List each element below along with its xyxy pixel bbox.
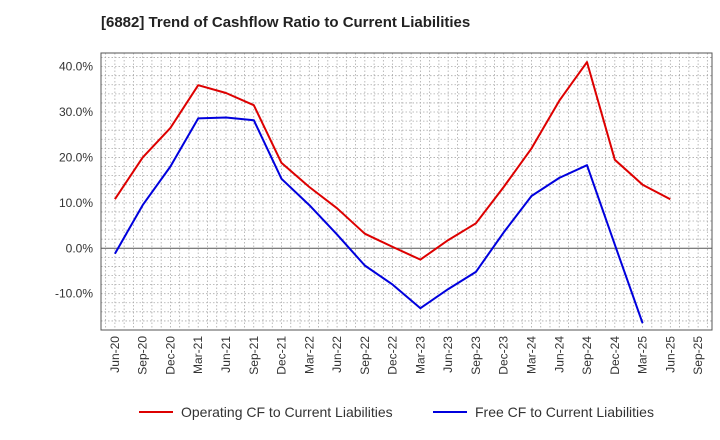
x-tick-label: Jun-23 [441,336,455,373]
series-line-operating-cf [114,61,671,261]
x-axis-tick-labels: Jun-20 Sep-20 Dec-20 Mar-21 Jun-21 Sep-21 Dec-… [108,336,705,375]
x-tick-label: Sep-21 [247,336,261,375]
x-tick-label: Dec-22 [386,336,400,375]
y-tick-label: 40.0% [59,60,93,74]
y-tick-label: 30.0% [59,105,93,119]
y-tick-label: 10.0% [59,196,93,210]
legend-label-operating-cf: Operating CF to Current Liabilities [181,404,393,420]
legend: Operating CF to Current Liabilities Free… [0,404,720,426]
legend-item-free-cf: Free CF to Current Liabilities [433,404,654,420]
y-tick-label: -10.0% [55,287,93,301]
x-tick-label: Mar-22 [302,336,316,374]
legend-swatch-free-cf [433,411,467,413]
y-axis-tick-labels: -10.0% 0.0% 10.0% 20.0% 30.0% 40.0% [55,60,93,301]
x-tick-label: Sep-23 [469,336,483,375]
x-tick-label: Jun-20 [108,336,122,373]
y-tick-label: 20.0% [59,150,93,164]
x-tick-label: Sep-24 [580,336,594,375]
x-tick-label: Dec-24 [608,336,622,375]
x-tick-label: Jun-25 [663,336,677,373]
x-tick-label: Jun-22 [330,336,344,373]
x-tick-label: Jun-21 [219,336,233,373]
legend-swatch-operating-cf [139,411,173,413]
x-tick-label: Dec-23 [497,336,511,375]
series-line-free-cf [114,116,644,324]
grid-lines [101,53,712,331]
legend-item-operating-cf: Operating CF to Current Liabilities [139,404,393,420]
x-tick-label: Sep-20 [136,336,150,375]
x-tick-label: Sep-22 [358,336,372,375]
x-tick-label: Mar-24 [524,336,538,374]
legend-label-free-cf: Free CF to Current Liabilities [475,404,654,420]
series-lines [114,61,671,324]
x-tick-label: Mar-21 [191,336,205,374]
x-tick-label: Dec-20 [163,336,177,375]
x-tick-label: Dec-21 [275,336,289,375]
x-tick-label: Sep-25 [691,336,705,375]
y-tick-label: 0.0% [66,241,94,255]
chart-title: [6882] Trend of Cashflow Ratio to Curren… [101,14,471,31]
plot-area [100,52,713,331]
x-tick-label: Mar-23 [413,336,427,374]
x-tick-label: Jun-24 [552,336,566,373]
x-tick-label: Mar-25 [636,336,650,374]
